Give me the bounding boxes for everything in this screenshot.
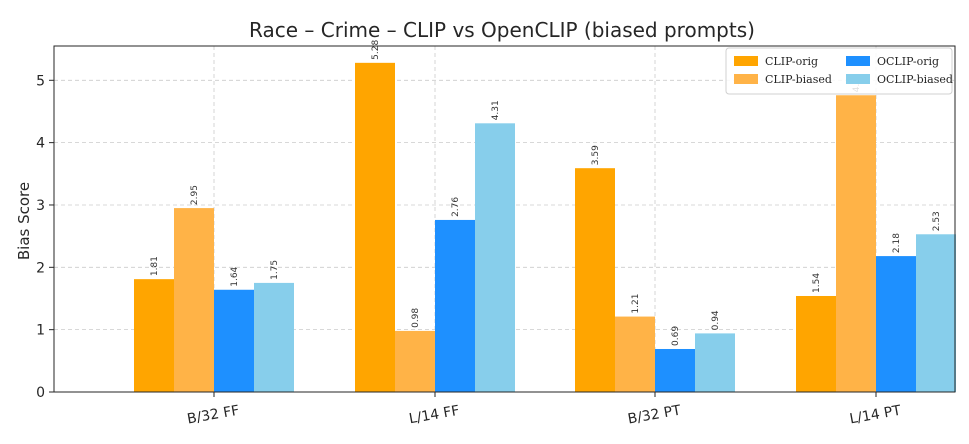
bar-oclip-biased-2 xyxy=(475,123,515,392)
data-label: 3.59 xyxy=(591,145,601,165)
y-tick-label: 5 xyxy=(36,73,45,89)
x-tick-label: L/14 PT xyxy=(848,403,902,428)
data-label: 2.18 xyxy=(892,233,902,253)
data-label: 1.75 xyxy=(270,260,280,280)
bar-clip-orig-4 xyxy=(796,295,836,392)
chart-title: Race – Crime – CLIP vs OpenCLIP (biased … xyxy=(249,18,755,42)
bar-clip-biased-4 xyxy=(836,95,876,392)
bar-clip-orig-2 xyxy=(355,62,395,393)
x-tick-label: B/32 FF xyxy=(186,403,241,428)
bar-clip-orig-1 xyxy=(134,279,174,392)
legend-swatch xyxy=(734,74,758,84)
legend-swatch xyxy=(734,56,758,66)
legend-label: OCLIP-orig xyxy=(877,55,939,68)
bar-oclip-orig-4 xyxy=(876,256,916,392)
legend-label: OCLIP-biased xyxy=(877,73,953,86)
y-tick-label: 1 xyxy=(36,323,45,339)
data-label: 1.21 xyxy=(631,294,641,314)
bar-clip-biased-1 xyxy=(174,208,214,392)
x-tick-label: B/32 PT xyxy=(627,402,683,427)
bar-oclip-orig-3 xyxy=(655,348,695,392)
legend-frame xyxy=(725,47,953,95)
bar-clip-biased-2 xyxy=(395,330,435,392)
data-label: 2.76 xyxy=(451,197,461,217)
data-label: 4.31 xyxy=(491,100,501,120)
data-label: 0.94 xyxy=(711,310,721,330)
bar-clip-orig-3 xyxy=(575,168,615,392)
legend-label: CLIP-biased xyxy=(765,73,832,86)
y-axis-label: Bias Score xyxy=(15,182,33,260)
bar-clip-biased-3 xyxy=(615,316,655,392)
data-label: 0.98 xyxy=(411,308,421,328)
bar-oclip-biased-4 xyxy=(916,234,956,392)
plot-frame xyxy=(53,45,956,393)
legend-label: CLIP-orig xyxy=(765,55,818,68)
data-label: 5.28 xyxy=(371,40,381,60)
x-tick-label: L/14 FF xyxy=(408,403,461,428)
data-label: 1.64 xyxy=(230,266,240,286)
data-label: 0.69 xyxy=(671,326,681,346)
data-label: 1.81 xyxy=(150,256,160,276)
bar-oclip-biased-1 xyxy=(254,282,294,392)
legend-swatch xyxy=(846,56,870,66)
y-tick-label: 3 xyxy=(36,198,45,214)
legend: CLIP-orig CLIP-biased OCLIP-orig OCLIP-bias… xyxy=(725,47,953,95)
y-tick-label: 2 xyxy=(36,260,45,276)
data-label: 2.53 xyxy=(932,211,942,231)
bar-oclip-biased-3 xyxy=(695,333,735,392)
y-tick-label: 4 xyxy=(36,136,45,152)
bar-oclip-orig-2 xyxy=(435,219,475,392)
legend-swatch xyxy=(846,74,870,84)
bar-oclip-orig-1 xyxy=(214,289,254,392)
y-tick-label: 0 xyxy=(36,385,45,401)
bars xyxy=(134,62,956,393)
data-label: 1.54 xyxy=(812,273,822,293)
data-label: 2.95 xyxy=(190,185,200,205)
